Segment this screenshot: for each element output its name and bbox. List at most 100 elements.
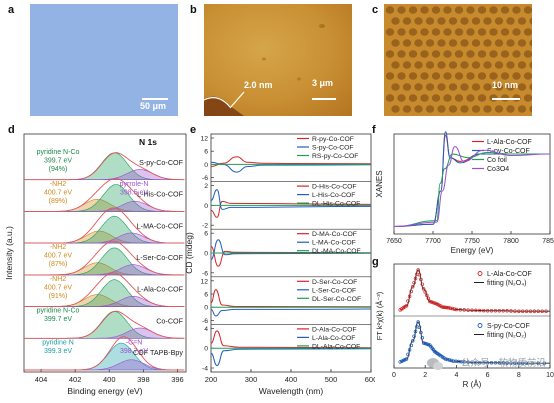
watermark-text: 公众号 · 软物质前沿 [460, 358, 546, 369]
cd-series-line [210, 245, 372, 267]
pore [437, 83, 446, 91]
pore [414, 61, 423, 69]
pore [431, 6, 441, 14]
pore [483, 83, 492, 91]
y-tick-label: -6 [202, 318, 208, 325]
pore [385, 50, 395, 58]
pore [477, 28, 487, 36]
pore [523, 50, 532, 58]
pore [420, 94, 429, 102]
data-point [409, 289, 413, 294]
peak-annotation: 399.3 eV [44, 348, 72, 355]
pore [443, 6, 452, 14]
legend-label: D-His-Co-COF [312, 184, 357, 191]
legend-label: D-MA-Co-COF [312, 231, 357, 238]
legend-label: L-His-Co-COF [312, 192, 355, 199]
data-point [409, 343, 413, 348]
pore [385, 28, 395, 36]
data-point [466, 360, 470, 364]
cd-series-line [210, 330, 372, 349]
pore [529, 39, 532, 47]
pore [517, 39, 527, 47]
xps-envelope [24, 152, 185, 181]
cd-series-line [210, 289, 372, 308]
x-tick-label: 0 [392, 372, 396, 379]
data-point [431, 300, 435, 305]
peak-annotation: 400.7 eV [44, 189, 72, 196]
pore [425, 83, 435, 91]
pore [506, 39, 515, 47]
peak-annotation: -NH2 [50, 181, 66, 188]
x-tick-label: 400 [103, 375, 116, 384]
pore [397, 72, 406, 80]
pore [460, 39, 469, 47]
pore [512, 28, 521, 36]
y-axis-title: XANES [375, 170, 384, 197]
data-point [407, 348, 412, 352]
panel-b-label: b [190, 4, 197, 16]
data-point [450, 306, 455, 311]
data-point [505, 361, 509, 365]
y-tick-label: -2 [202, 223, 208, 230]
data-point [474, 360, 478, 365]
panel-a-label: a [8, 4, 15, 16]
data-point [489, 360, 494, 365]
scale-bar-label: 3 μm [312, 78, 334, 88]
x-axis-title: Wavelength (nm) [259, 386, 324, 396]
y-tick-label: -6 [202, 270, 208, 277]
pore [500, 72, 510, 80]
y-tick-label: 0 [204, 162, 208, 169]
data-point [513, 361, 517, 365]
peak-annotation: 400.7 eV [44, 284, 72, 291]
pore [437, 61, 446, 69]
x-tick-label: 402 [69, 375, 82, 384]
pore [425, 39, 435, 47]
pore [443, 72, 452, 80]
cd-series-line [210, 189, 372, 210]
pore [448, 83, 458, 91]
afm-height-image: 2.0 nm 3 μm [204, 4, 352, 116]
pore [454, 28, 464, 36]
pore [517, 105, 527, 113]
data-point [419, 330, 423, 335]
pore [489, 28, 498, 36]
data-point [536, 309, 541, 313]
stm-lattice-image: 10 nm [384, 4, 532, 116]
data-point [478, 360, 482, 365]
x-tick-label: 404 [35, 375, 48, 384]
peak-annotation: -C=N [126, 339, 143, 346]
x-tick-label: 7650 [386, 238, 402, 245]
legend-label: DL-His-Co-COF [312, 201, 360, 208]
pore [420, 50, 429, 58]
pore [512, 6, 521, 14]
pore [512, 50, 521, 58]
legend-label: DL-Ser-Co-COF [312, 296, 361, 303]
peak-annotation: -NH2 [50, 276, 66, 283]
pore [529, 61, 532, 69]
cd-spectra-chart: 200300400500600Wavelength (nm)CD (mdeg)-… [185, 133, 375, 396]
pore [466, 50, 475, 58]
pore [460, 83, 469, 91]
pore [391, 39, 400, 47]
data-point [517, 309, 521, 313]
pore [448, 61, 458, 69]
data-point [481, 308, 486, 313]
pore [408, 28, 418, 36]
pore [454, 94, 464, 102]
pore [437, 105, 446, 113]
legend-label: L-Ala-Co-COF [312, 335, 355, 342]
x-tick-label: 2 [423, 372, 427, 379]
pore [477, 6, 487, 14]
pore [517, 83, 527, 91]
data-point [524, 309, 529, 313]
pore [448, 39, 458, 47]
data-point [520, 361, 525, 365]
peak-annotation: 398.5 eV [120, 189, 148, 196]
spectrum-label: L-Ser-Co-COF [136, 253, 183, 262]
pore [431, 94, 441, 102]
peak-annotation: pyridine N-Co [37, 308, 80, 315]
pore [477, 50, 487, 58]
data-point [417, 272, 422, 277]
peak-annotation: pyrrole-N [120, 181, 149, 188]
x-axis-title: R (Å) [463, 380, 482, 389]
